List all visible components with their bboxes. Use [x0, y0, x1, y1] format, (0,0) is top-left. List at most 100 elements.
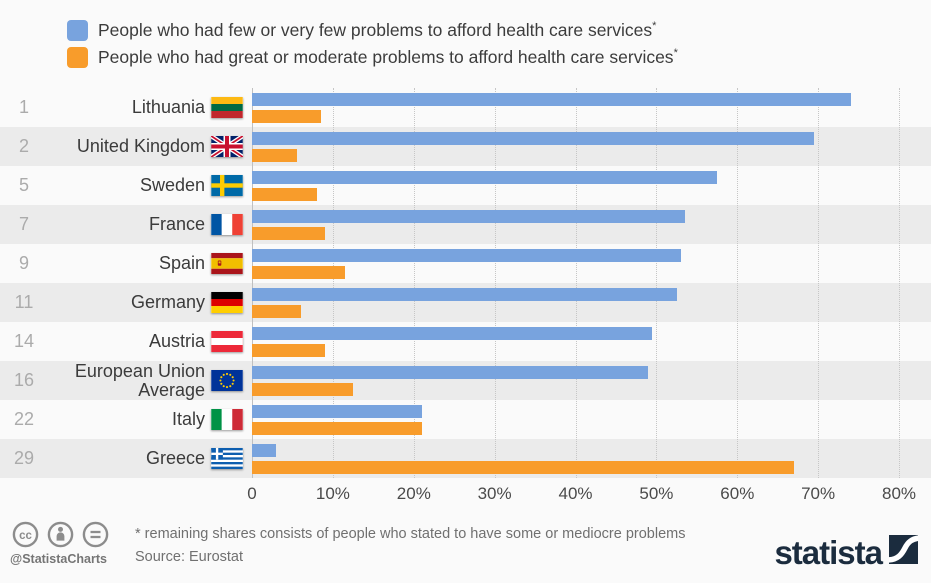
statista-logo: statista: [774, 533, 921, 571]
attribution-person-icon: [47, 521, 74, 553]
bar-group: [252, 244, 931, 283]
x-tick-label: 80%: [881, 484, 917, 503]
x-tick-label: 60%: [720, 484, 755, 503]
bar-few-problems: [252, 443, 277, 457]
flag-italy-icon: [211, 409, 243, 430]
cc-icon: cc: [12, 521, 39, 553]
chart-row: 5 Sweden: [0, 166, 931, 205]
country-label: Greece: [145, 448, 205, 468]
legend-label: People who had few or very few problems …: [98, 20, 657, 40]
source-label: Source: Eurostat: [135, 549, 243, 565]
bar-great-problems: [252, 304, 301, 318]
bar-group: [252, 322, 931, 361]
statista-charts-handle: @StatistaCharts: [10, 552, 107, 566]
bar-group: [252, 127, 931, 166]
flag-european-union-icon: [211, 370, 243, 391]
country-label: European Union Average: [74, 360, 205, 400]
bar-few-problems: [252, 92, 851, 106]
row-rank: 1: [18, 97, 29, 117]
bar-great-problems: [252, 421, 422, 435]
row-rank: 2: [18, 136, 29, 156]
legend-swatch-orange: [67, 47, 88, 68]
chart-row: 29 Greece: [0, 439, 931, 478]
country-label: Austria: [148, 331, 205, 351]
row-rank: 22: [13, 409, 35, 429]
bar-great-problems: [252, 265, 345, 279]
bar-great-problems: [252, 226, 325, 240]
bar-group: [252, 166, 931, 205]
bar-few-problems: [252, 365, 649, 379]
footnote: * remaining shares consists of people wh…: [135, 526, 686, 542]
bar-few-problems: [252, 209, 685, 223]
flag-spain-icon: [211, 253, 243, 274]
chart-row: 14 Austria: [0, 322, 931, 361]
row-rank: 9: [18, 253, 29, 273]
country-label: Lithuania: [131, 97, 205, 117]
bar-group: [252, 400, 931, 439]
country-label: France: [148, 214, 205, 234]
statista-wordmark: statista: [774, 533, 883, 571]
flag-lithuania-icon: [211, 97, 243, 118]
x-tick-label: 40%: [558, 484, 593, 503]
bar-few-problems: [252, 404, 422, 418]
x-tick-label: 20%: [396, 484, 431, 503]
country-label: Sweden: [139, 175, 205, 195]
footer: cc @StatistaCharts * remaining shares co…: [0, 517, 931, 583]
bar-great-problems: [252, 382, 354, 396]
flag-sweden-icon: [211, 175, 243, 196]
svg-text:cc: cc: [19, 530, 32, 542]
chart-row: 9 Spain: [0, 244, 931, 283]
chart-row: 7 France: [0, 205, 931, 244]
chart-row: 11 Germany: [0, 283, 931, 322]
bar-few-problems: [252, 131, 815, 145]
legend-item-few-problems: People who had few or very few problems …: [67, 17, 678, 44]
legend-label: People who had great or moderate problem…: [98, 47, 678, 67]
flag-greece-icon: [211, 448, 243, 469]
flag-germany-icon: [211, 292, 243, 313]
bar-great-problems: [252, 460, 794, 474]
chart-row: 22 Italy: [0, 400, 931, 439]
legend-item-great-problems: People who had great or moderate problem…: [67, 44, 678, 71]
equals-icon: [82, 521, 109, 553]
x-tick-label: 70%: [801, 484, 836, 503]
legend-swatch-blue: [67, 20, 88, 41]
bar-few-problems: [252, 170, 717, 184]
flag-france-icon: [211, 214, 243, 235]
bar-few-problems: [252, 248, 681, 262]
legend: People who had few or very few problems …: [67, 17, 678, 71]
chart-row: 2 United Kingdom: [0, 127, 931, 166]
row-rank: 11: [14, 292, 34, 312]
x-tick-label: 0: [247, 484, 257, 503]
row-rank: 29: [13, 448, 35, 468]
chart-row: 16 European Union Average: [0, 361, 931, 400]
row-rank: 16: [13, 370, 35, 390]
x-tick-label: 50%: [639, 484, 674, 503]
country-label: Spain: [158, 253, 205, 273]
flag-united-kingdom-icon: [211, 136, 243, 157]
bar-great-problems: [252, 187, 317, 201]
x-tick-label: 10%: [315, 484, 350, 503]
row-rank: 5: [18, 175, 29, 195]
bar-group: [252, 205, 931, 244]
chart-rows: 1 Lithuania 2 United Kingdom 5 Sweden 7 France 9…: [0, 88, 931, 478]
bar-chart: 1 Lithuania 2 United Kingdom 5 Sweden 7 France 9…: [0, 88, 931, 478]
bar-few-problems: [252, 326, 653, 340]
country-label: Germany: [130, 292, 205, 312]
bar-few-problems: [252, 287, 677, 301]
row-rank: 7: [18, 214, 29, 234]
creative-commons-icons: cc: [12, 521, 109, 553]
country-label: United Kingdom: [76, 136, 205, 156]
statista-logo-icon: [886, 535, 921, 569]
bar-group: [252, 439, 931, 478]
flag-austria-icon: [211, 331, 243, 352]
row-rank: 14: [13, 331, 35, 351]
bar-group: [252, 361, 931, 400]
bar-great-problems: [252, 148, 297, 162]
bar-group: [252, 283, 931, 322]
bar-group: [252, 88, 931, 127]
country-label: Italy: [171, 409, 205, 429]
bar-great-problems: [252, 343, 325, 357]
chart-row: 1 Lithuania: [0, 88, 931, 127]
x-tick-label: 30%: [477, 484, 512, 503]
